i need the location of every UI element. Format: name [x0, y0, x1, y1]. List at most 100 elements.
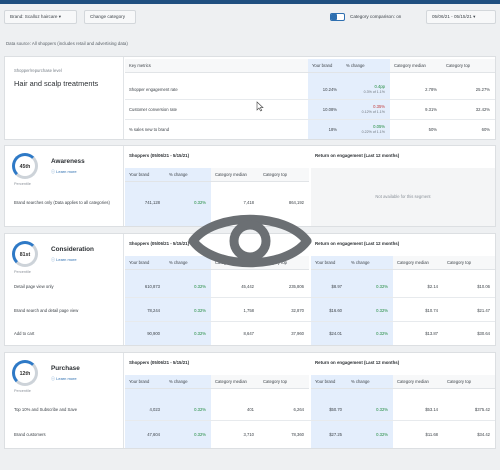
- row-divider: [125, 119, 495, 120]
- row-label: Add to cart: [14, 331, 35, 336]
- col-pct-change[interactable]: % change: [342, 59, 390, 73]
- stage-title: Consideration: [51, 246, 94, 253]
- consideration-card: 81st Percentile Consideration Learn more…: [4, 233, 496, 346]
- metric-label: Shopper engagement rate: [129, 87, 178, 92]
- col-roe-your-brand[interactable]: Your brand: [311, 375, 347, 389]
- row-label: Brand customers: [14, 432, 46, 437]
- row-label: Brand search and detail page view: [14, 308, 79, 313]
- metric-change: 0.4pp: [374, 84, 385, 89]
- roe-median-value: $53.14: [425, 407, 438, 412]
- brand-column-highlight: [125, 270, 211, 345]
- data-source-note: Data source: All shoppers (includes reta…: [6, 41, 128, 46]
- learn-more-link[interactable]: Learn more: [51, 376, 76, 382]
- metric-top: 25.27%: [475, 87, 490, 92]
- median-value: 3,710: [243, 432, 254, 437]
- category-comparison-label: Category comparison: on: [350, 14, 402, 19]
- col-category-median[interactable]: Category median: [211, 168, 259, 182]
- metric-change-sub: 0.3% of 1.1%: [363, 90, 385, 94]
- metric-median: 2.78%: [425, 87, 437, 92]
- top-value: 6,264: [293, 407, 304, 412]
- col-roe-pct-change[interactable]: % change: [347, 256, 393, 270]
- median-value: 45,442: [241, 284, 254, 289]
- percentile-gauge: 45th: [12, 153, 38, 179]
- category-panel: Shopper/repurchase level Hair and scalp …: [5, 57, 124, 139]
- col-roe-category-median[interactable]: Category median: [393, 256, 443, 270]
- top-value: 37,960: [291, 331, 304, 336]
- metric-change: 0.05%: [373, 124, 385, 129]
- col-your-brand[interactable]: Your brand: [125, 256, 165, 270]
- brand-value: 4,023: [149, 407, 160, 412]
- median-value: 7,418: [243, 200, 254, 205]
- roe-header: Return on engagement (Last 12 months): [315, 241, 400, 246]
- col-category-median[interactable]: Category median: [211, 375, 259, 389]
- roe-brand-value: $27.25: [329, 432, 342, 437]
- key-metrics-header: Key metrics: [125, 59, 308, 73]
- roe-pct-change-value: 0.32%: [376, 284, 388, 289]
- roe-pct-change-value: 0.32%: [376, 331, 388, 336]
- category-level-label: Shopper/repurchase level: [14, 68, 62, 73]
- roe-median-value: $11.68: [425, 432, 439, 437]
- roe-brand-column-highlight: [311, 389, 393, 448]
- col-pct-change[interactable]: % change: [165, 256, 211, 270]
- roe-header: Return on engagement (Last 12 months): [315, 360, 400, 365]
- roe-pct-change-value: 0.32%: [376, 432, 388, 437]
- median-value: 401: [247, 407, 254, 412]
- row-divider: [125, 297, 495, 298]
- col-roe-pct-change[interactable]: % change: [347, 375, 393, 389]
- percentile-label: Percentile: [14, 389, 31, 393]
- percentile-rank: 12th: [19, 371, 31, 377]
- overview-card: Shopper/repurchase level Hair and scalp …: [4, 56, 496, 140]
- learn-more-link[interactable]: Learn more: [51, 257, 76, 263]
- col-your-brand[interactable]: Your brand: [125, 168, 165, 182]
- roe-top-value: $21.47: [477, 308, 490, 313]
- filter-bar: Brand: Scalloz haircare ▾ Change categor…: [4, 10, 496, 24]
- metric-brand-value: 10.08%: [322, 107, 337, 112]
- col-pct-change[interactable]: % change: [165, 168, 211, 182]
- roe-brand-value: $24.01: [329, 331, 342, 336]
- brand-column-highlight: [125, 389, 211, 448]
- metric-median: 9.31%: [425, 107, 437, 112]
- percentile-label: Percentile: [14, 182, 31, 186]
- roe-pct-change-value: 0.32%: [376, 308, 388, 313]
- stage-title: Awareness: [51, 158, 85, 165]
- top-value: 32,870: [291, 308, 304, 313]
- col-category-top[interactable]: Category top: [259, 375, 309, 389]
- brand-filter-dropdown[interactable]: Brand: Scalloz haircare ▾: [4, 10, 77, 24]
- col-roe-category-top[interactable]: Category top: [443, 256, 495, 270]
- col-category-top[interactable]: Category top: [442, 59, 495, 73]
- col-roe-category-median[interactable]: Category median: [393, 375, 443, 389]
- change-category-button[interactable]: Change category: [84, 10, 136, 24]
- percentile-rank: 81st: [19, 252, 31, 258]
- date-range-picker[interactable]: 05/06/21 - 05/15/21 ▾: [426, 10, 496, 24]
- metric-label: % sales new to brand: [129, 127, 170, 132]
- col-category-median[interactable]: Category median: [211, 256, 259, 270]
- col-category-top[interactable]: Category top: [259, 256, 309, 270]
- metric-brand-value: 18%: [328, 127, 337, 132]
- roe-brand-value: $8.97: [331, 284, 342, 289]
- roe-not-available: Not available for this segment: [375, 194, 431, 199]
- col-pct-change[interactable]: % change: [165, 375, 211, 389]
- col-roe-category-top[interactable]: Category top: [443, 375, 495, 389]
- category-comparison-toggle[interactable]: [330, 13, 345, 21]
- date-range-label: 05/06/21 - 05/15/21: [432, 14, 472, 19]
- purchase-card: 12th Percentile Purchase Learn more Top …: [4, 352, 496, 449]
- brand-column-highlight: [308, 73, 390, 139]
- col-your-brand[interactable]: Your brand: [308, 59, 342, 73]
- col-roe-your-brand[interactable]: Your brand: [311, 256, 347, 270]
- category-comparison-toggle-wrap[interactable]: Category comparison: on: [330, 12, 420, 22]
- metric-median: 50%: [428, 127, 437, 132]
- metric-label: Customer conversion rate: [129, 107, 177, 112]
- category-title: Hair and scalp treatments: [14, 79, 99, 88]
- col-your-brand[interactable]: Your brand: [125, 375, 165, 389]
- row-divider: [125, 420, 495, 421]
- learn-more-link[interactable]: Learn more: [51, 169, 76, 175]
- brand-value: 741,128: [144, 200, 160, 205]
- col-category-median[interactable]: Category median: [390, 59, 442, 73]
- top-value: 235,806: [288, 284, 304, 289]
- row-divider: [125, 99, 495, 100]
- col-category-top[interactable]: Category top: [259, 168, 309, 182]
- pct-change-value: 0.32%: [194, 331, 206, 336]
- roe-top-value: $30.64: [477, 331, 490, 336]
- roe-pct-change-value: 0.32%: [376, 407, 388, 412]
- pct-change-value: 0.32%: [194, 432, 206, 437]
